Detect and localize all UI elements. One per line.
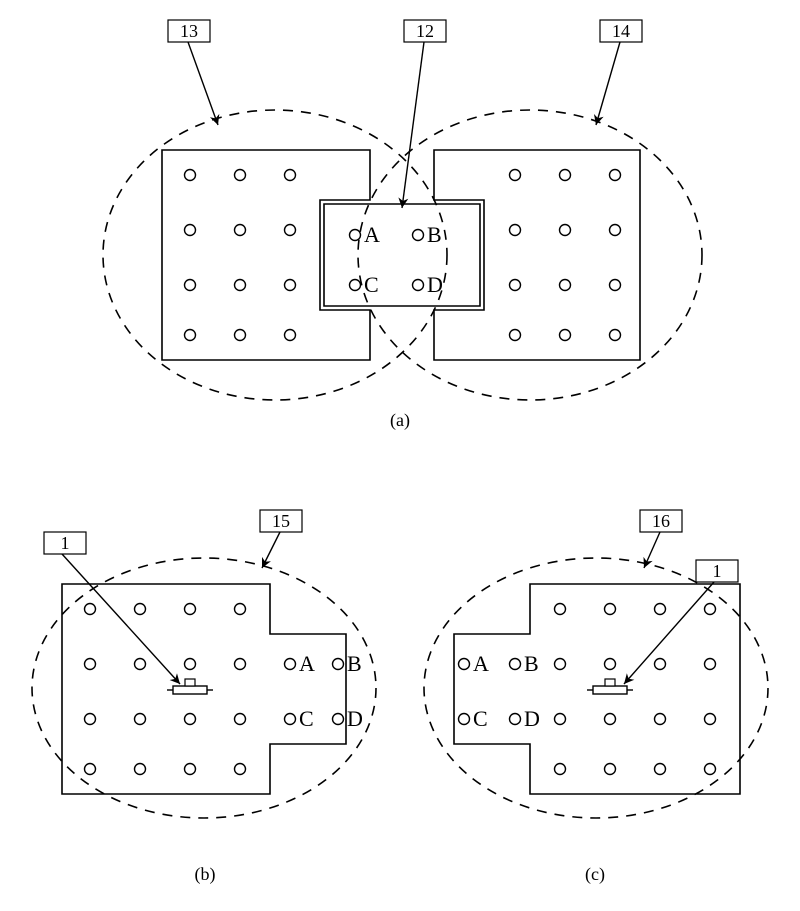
board-b-hole-label: B bbox=[347, 651, 362, 676]
board-b-hole-label: A bbox=[299, 651, 315, 676]
subfigure-caption: (a) bbox=[390, 410, 410, 431]
sensor-c-top bbox=[605, 679, 615, 686]
sensor-b-top bbox=[185, 679, 195, 686]
board-b-hole-label: C bbox=[299, 706, 314, 731]
board-c-hole-label: C bbox=[473, 706, 488, 731]
subfigure-caption: (b) bbox=[195, 864, 216, 885]
board-c-hole-label: A bbox=[473, 651, 489, 676]
label-1-c-text: 1 bbox=[713, 561, 722, 581]
board-c-hole-label: D bbox=[524, 706, 540, 731]
board-center-hole-label: A bbox=[364, 222, 380, 247]
label-14-text: 14 bbox=[612, 21, 630, 41]
board-center-hole-label: C bbox=[364, 272, 379, 297]
subfigure-caption: (c) bbox=[585, 864, 605, 885]
label-1-b-text: 1 bbox=[61, 533, 70, 553]
sensor-b-base bbox=[173, 686, 207, 694]
label-16-text: 16 bbox=[652, 511, 670, 531]
board-c-hole-label: B bbox=[524, 651, 539, 676]
diagram-canvas: A B C D 13 14 12 (a) A B C D 15 1 (b) A B C D 16 1 (c) bbox=[0, 0, 800, 911]
sensor-c-base bbox=[593, 686, 627, 694]
board-center-hole-label: B bbox=[427, 222, 442, 247]
label-13-text: 13 bbox=[180, 21, 198, 41]
label-15-text: 15 bbox=[272, 511, 290, 531]
board-b-hole-label: D bbox=[347, 706, 363, 731]
board-center-hole-label: D bbox=[427, 272, 443, 297]
label-12-text: 12 bbox=[416, 21, 434, 41]
